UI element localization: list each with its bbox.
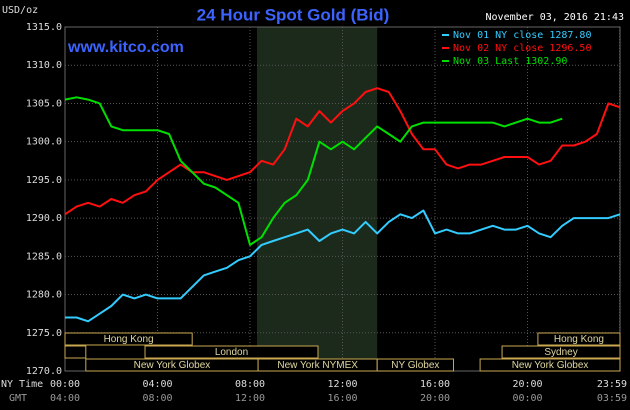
session-shade xyxy=(256,27,378,371)
legend-entry: Nov 03 Last 1302.90 xyxy=(453,56,567,67)
x2-tick-label: 04:00 xyxy=(50,393,80,404)
legend-entry: Nov 02 NY close 1296.50 xyxy=(453,43,591,54)
y-tick-label: 1290.0 xyxy=(26,213,62,224)
x2-tick-label: 20:00 xyxy=(420,393,450,404)
price-line xyxy=(64,87,621,216)
x-tick-label: 23:59 xyxy=(597,379,627,390)
y-tick-label: 1270.0 xyxy=(26,366,62,377)
y-tick-label: 1275.0 xyxy=(26,328,62,339)
session-label: NY Globex xyxy=(391,360,439,371)
session-box xyxy=(64,332,193,346)
session-box xyxy=(64,345,87,359)
x2-tick-label: 16:00 xyxy=(327,393,357,404)
x-tick-label: 08:00 xyxy=(235,379,265,390)
y-tick-label: 1280.0 xyxy=(26,290,62,301)
y-tick-label: 1310.0 xyxy=(26,60,62,71)
y-tick-label: 1285.0 xyxy=(26,251,62,262)
session-label: New York NYMEX xyxy=(277,360,358,371)
session-box xyxy=(376,358,454,372)
x-tick-label: 20:00 xyxy=(512,379,542,390)
x-axis-label: NY Time xyxy=(1,379,43,390)
timestamp: November 03, 2016 21:43 xyxy=(486,12,624,23)
x-tick-label: 12:00 xyxy=(327,379,357,390)
price-line xyxy=(64,96,563,246)
x2-axis-label: GMT xyxy=(9,393,27,404)
y-tick-label: 1315.0 xyxy=(26,22,62,33)
y-tick-label: 1300.0 xyxy=(26,137,62,148)
x-tick-label: 00:00 xyxy=(50,379,80,390)
x2-tick-label: 03:59 xyxy=(597,393,627,404)
x-tick-label: 16:00 xyxy=(420,379,450,390)
session-label: Hong Kong xyxy=(104,334,154,345)
y-tick-label: 1295.0 xyxy=(26,175,62,186)
price-line xyxy=(65,209,621,323)
session-box xyxy=(144,345,319,359)
session-label: London xyxy=(215,347,248,358)
legend-entry: Nov 01 NY close 1287.80 xyxy=(453,30,591,41)
session-box xyxy=(537,332,621,346)
y-axis-label: USD/oz xyxy=(2,5,38,16)
session-box xyxy=(501,345,621,359)
chart-title: 24 Hour Spot Gold (Bid) xyxy=(197,5,390,24)
session-box xyxy=(479,358,621,372)
x2-tick-label: 08:00 xyxy=(142,393,172,404)
x2-tick-label: 00:00 xyxy=(512,393,542,404)
session-label: New York Globex xyxy=(134,360,211,371)
x-tick-label: 04:00 xyxy=(142,379,172,390)
session-label: Hong Kong xyxy=(554,334,604,345)
session-label: New York Globex xyxy=(512,360,589,371)
y-tick-label: 1305.0 xyxy=(26,98,62,109)
x2-tick-label: 12:00 xyxy=(235,393,265,404)
site-url: www.kitco.com xyxy=(67,39,184,56)
session-label: Sydney xyxy=(544,347,577,358)
